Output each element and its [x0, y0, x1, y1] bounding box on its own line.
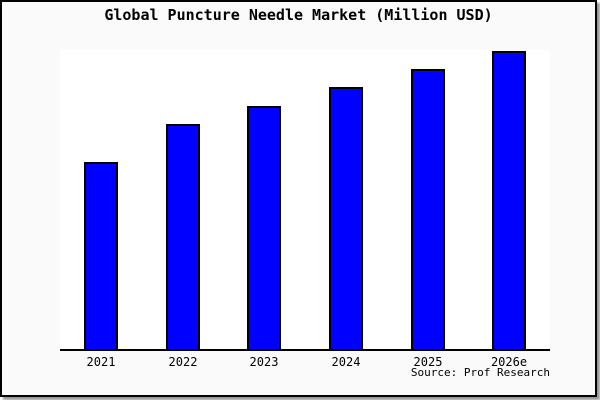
bar-2022 [166, 124, 200, 349]
bar-2025 [411, 69, 445, 349]
x-tick-label-2024: 2024 [331, 355, 361, 369]
x-tick-label-2021: 2021 [86, 355, 116, 369]
x-tick-label-2026e: 2026e [490, 355, 528, 369]
x-tick-label-2023: 2023 [249, 355, 279, 369]
bar-2024 [329, 87, 363, 349]
plot-area [60, 50, 550, 351]
x-tick-label-2022: 2022 [168, 355, 198, 369]
x-tick-label-2025: 2025 [413, 355, 443, 369]
bar-2026e [492, 51, 526, 349]
bar-2021 [84, 162, 118, 349]
source-note: Source: Prof Research [410, 366, 550, 379]
bar-2023 [247, 106, 281, 349]
chart-title: Global Puncture Needle Market (Million U… [104, 6, 493, 24]
